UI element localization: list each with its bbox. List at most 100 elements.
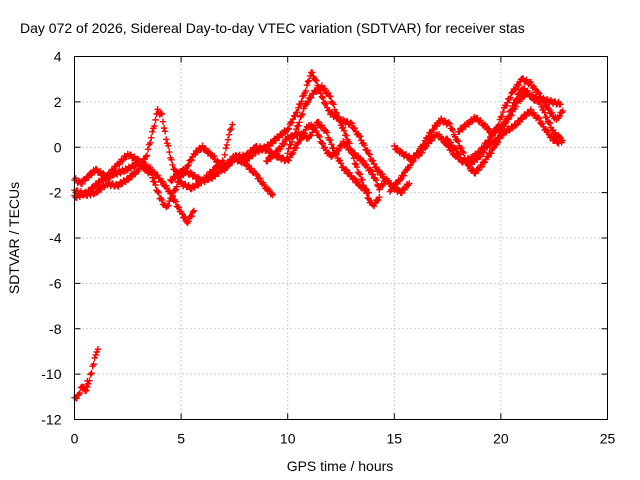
data-point bbox=[135, 158, 142, 166]
data-point bbox=[119, 157, 126, 164]
data-point bbox=[447, 139, 454, 146]
data-point bbox=[443, 135, 450, 142]
data-point bbox=[476, 153, 483, 161]
data-point bbox=[327, 136, 334, 144]
data-point bbox=[477, 152, 484, 160]
data-point bbox=[285, 145, 292, 153]
data-point bbox=[347, 145, 354, 153]
data-point bbox=[128, 173, 136, 181]
data-point bbox=[160, 124, 168, 132]
data-point bbox=[154, 106, 161, 113]
y-tick-label: -2 bbox=[49, 185, 62, 201]
data-point bbox=[91, 354, 98, 362]
data-point bbox=[144, 145, 152, 153]
data-point bbox=[313, 77, 320, 84]
y-tick-label: -6 bbox=[49, 275, 62, 291]
chart-title: Day 072 of 2026, Sidereal Day-to-day VTE… bbox=[20, 20, 525, 36]
data-point bbox=[190, 207, 198, 214]
data-point bbox=[397, 176, 404, 183]
data-point bbox=[325, 89, 332, 97]
data-point bbox=[159, 118, 167, 125]
data-point bbox=[288, 119, 296, 126]
y-tick-label: -12 bbox=[41, 412, 61, 428]
data-point bbox=[162, 136, 170, 143]
data-point bbox=[351, 160, 359, 167]
x-tick-label: 10 bbox=[280, 431, 296, 447]
data-point bbox=[353, 163, 361, 171]
data-point bbox=[178, 210, 186, 218]
data-point bbox=[328, 153, 335, 160]
data-point bbox=[261, 181, 268, 189]
data-point bbox=[506, 95, 513, 103]
data-point bbox=[356, 133, 364, 140]
y-axis-title: SDTVAR / TECUs bbox=[6, 182, 22, 294]
data-point bbox=[451, 133, 459, 140]
data-point bbox=[376, 186, 383, 193]
data-point bbox=[294, 109, 301, 116]
data-point bbox=[221, 164, 229, 172]
data-point bbox=[225, 131, 233, 138]
data-point bbox=[284, 150, 291, 157]
data-point bbox=[354, 178, 362, 186]
data-point bbox=[92, 351, 100, 359]
data-point bbox=[256, 175, 264, 182]
data-point bbox=[379, 170, 386, 178]
data-point bbox=[348, 120, 355, 127]
data-point bbox=[539, 120, 546, 127]
data-point bbox=[329, 99, 336, 107]
data-point bbox=[93, 189, 101, 196]
data-point bbox=[333, 150, 340, 158]
data-point bbox=[339, 124, 347, 131]
data-point bbox=[173, 183, 181, 190]
data-point bbox=[305, 77, 313, 84]
data-point bbox=[168, 156, 175, 164]
data-point bbox=[172, 186, 179, 193]
data-point bbox=[312, 124, 319, 131]
data-point bbox=[84, 383, 91, 391]
data-point bbox=[336, 117, 344, 124]
data-point bbox=[372, 176, 380, 184]
data-point bbox=[169, 192, 176, 199]
data-point bbox=[313, 88, 320, 96]
data-point bbox=[433, 122, 441, 130]
data-point bbox=[94, 345, 102, 353]
data-point bbox=[359, 176, 366, 183]
data-point bbox=[334, 113, 342, 121]
data-point bbox=[184, 162, 191, 170]
data-point bbox=[185, 218, 192, 225]
data-point bbox=[498, 124, 506, 131]
data-point bbox=[557, 100, 564, 108]
data-point bbox=[319, 94, 327, 102]
data-point bbox=[480, 149, 488, 156]
data-point bbox=[116, 161, 123, 168]
data-point bbox=[406, 180, 413, 187]
data-point bbox=[340, 127, 348, 135]
data-point bbox=[350, 155, 357, 162]
data-point bbox=[86, 377, 93, 384]
data-point bbox=[321, 144, 329, 151]
data-point bbox=[365, 189, 372, 196]
data-point bbox=[316, 133, 323, 141]
data-point bbox=[188, 212, 195, 220]
data-point bbox=[536, 115, 543, 122]
data-point bbox=[337, 160, 345, 167]
data-point bbox=[304, 98, 312, 106]
y-tick-label: -10 bbox=[41, 366, 61, 382]
data-point bbox=[148, 134, 155, 142]
data-point bbox=[515, 81, 523, 89]
data-point bbox=[499, 108, 507, 116]
series-trace-2 bbox=[81, 345, 102, 395]
data-point bbox=[285, 157, 292, 164]
series-trace-9 bbox=[263, 118, 372, 197]
data-point bbox=[508, 112, 515, 119]
data-point bbox=[512, 122, 520, 129]
data-point bbox=[293, 144, 300, 152]
data-point bbox=[531, 85, 539, 92]
data-point bbox=[365, 195, 372, 202]
data-point bbox=[303, 81, 311, 89]
data-point bbox=[318, 93, 326, 100]
data-point bbox=[88, 370, 95, 377]
data-point bbox=[321, 85, 329, 93]
data-point bbox=[540, 106, 547, 113]
